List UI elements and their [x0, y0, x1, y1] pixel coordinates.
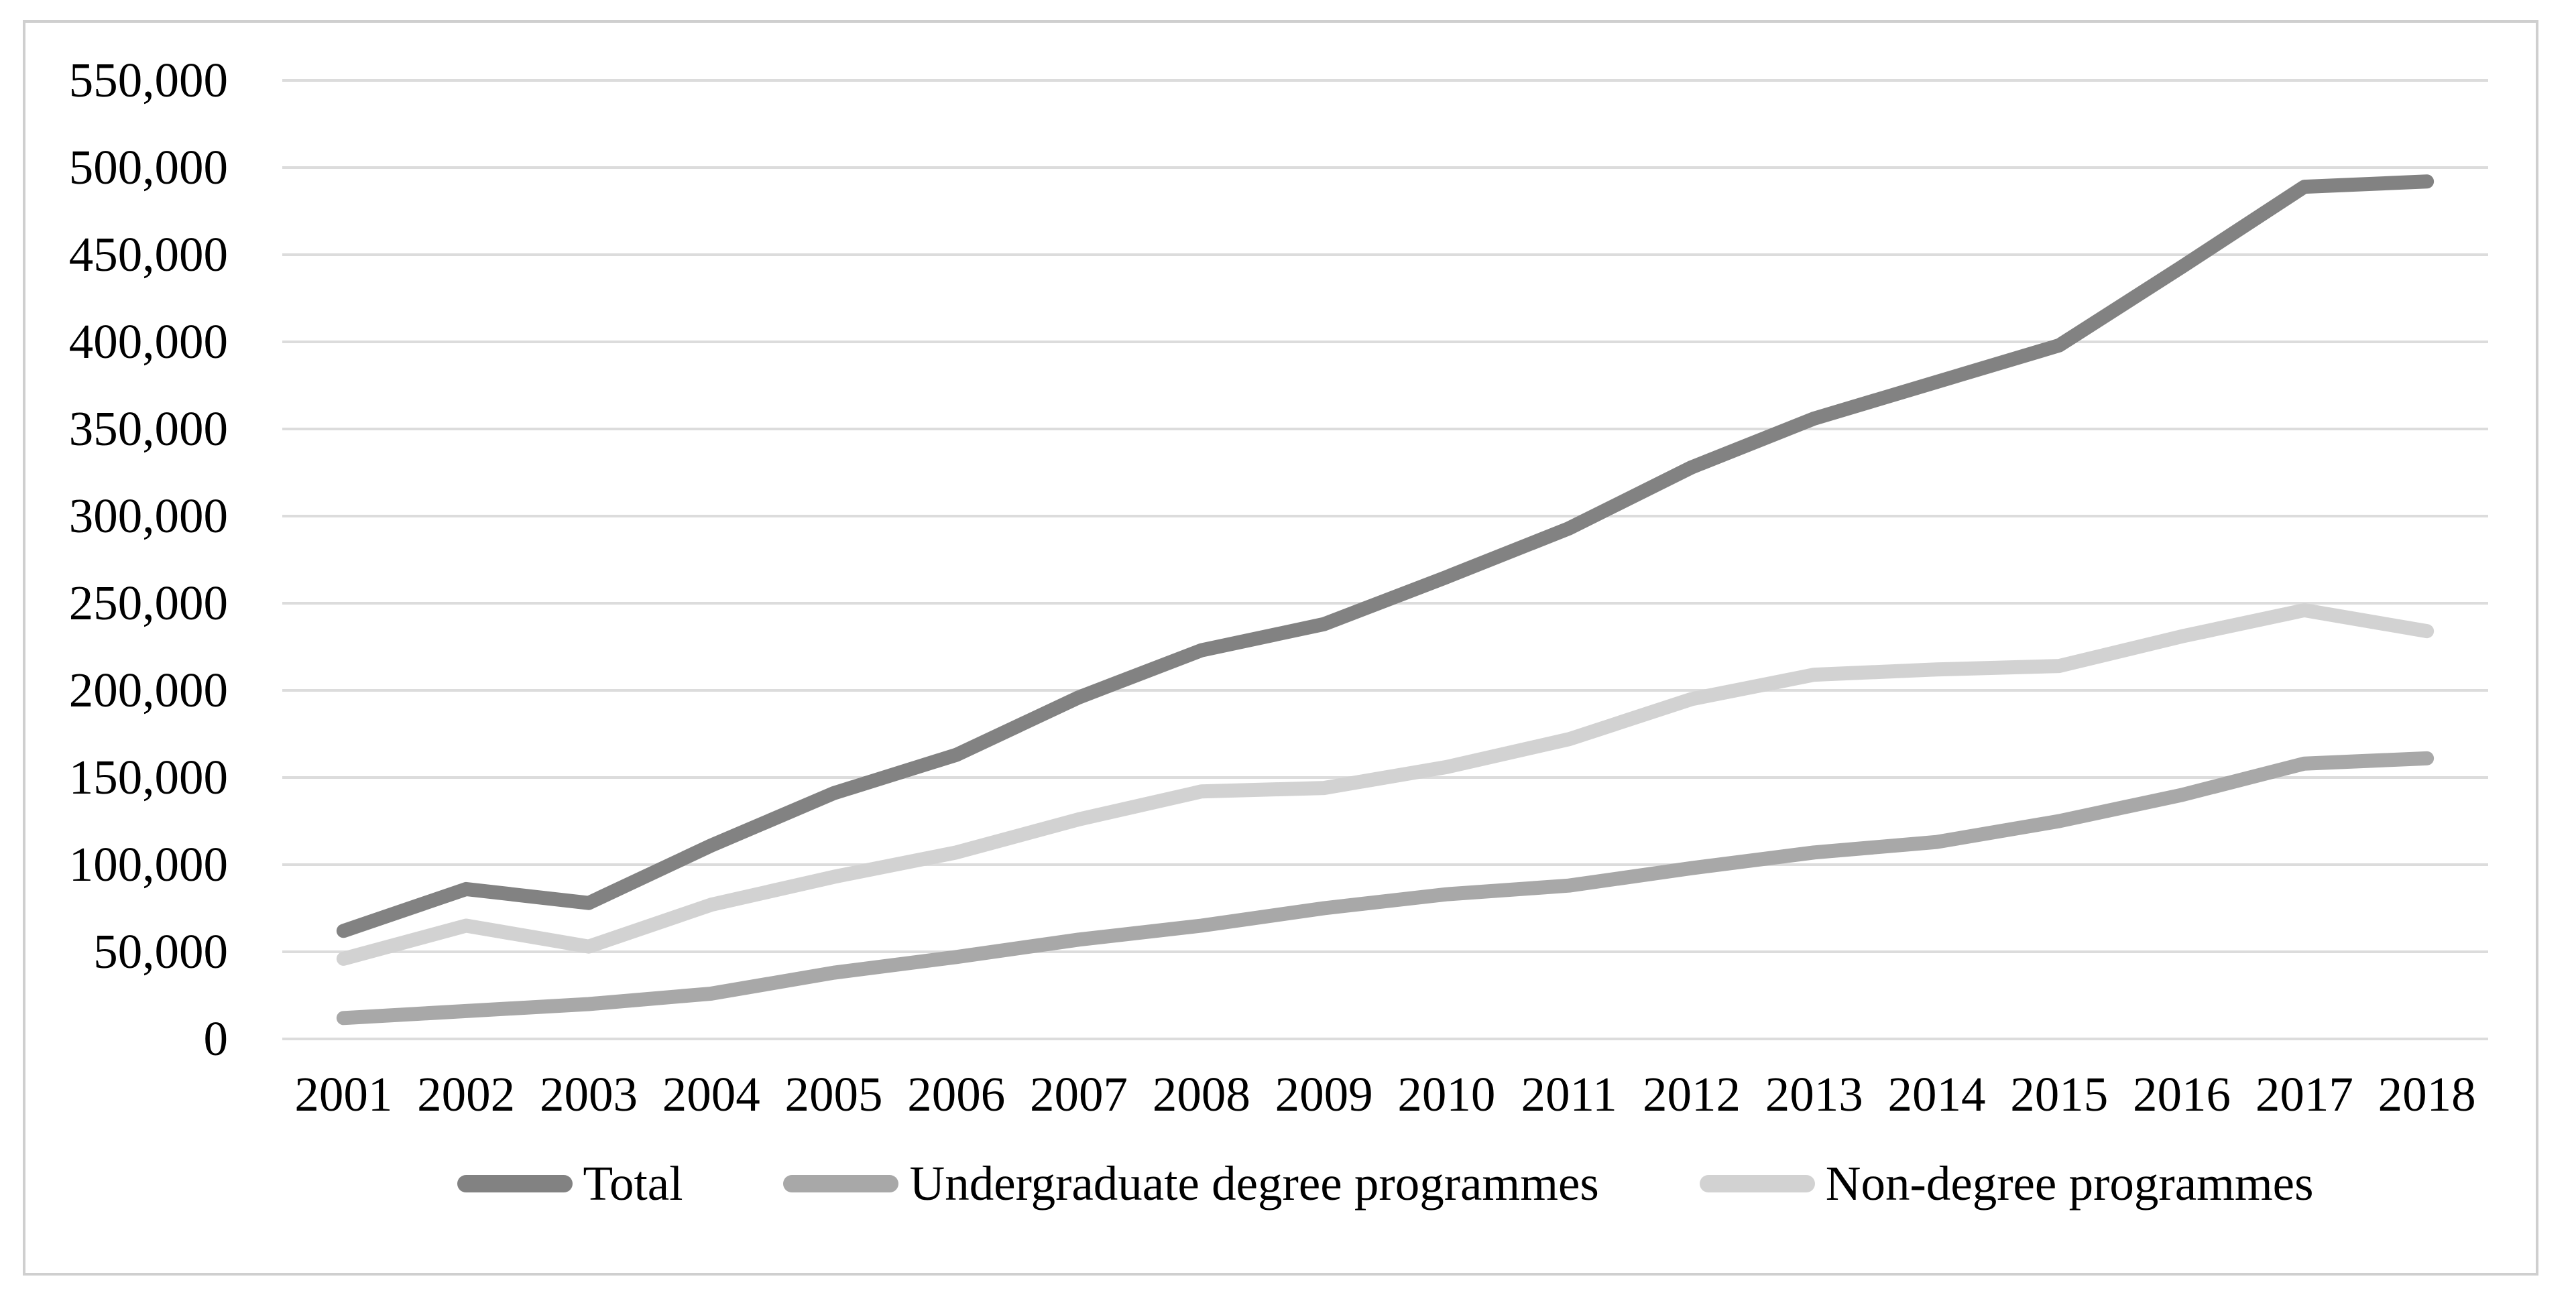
y-tick-label: 50,000 — [93, 924, 228, 979]
y-tick-label: 300,000 — [68, 489, 228, 543]
legend-label: Total — [583, 1156, 683, 1211]
y-tick-label: 350,000 — [68, 401, 228, 456]
series-line-undergraduate-degree-programmes — [336, 751, 2435, 1026]
legend-item: Undergraduate degree programmes — [783, 1150, 1599, 1217]
legend-line-swatch — [457, 1175, 573, 1192]
y-tick-label: 100,000 — [68, 837, 228, 891]
chart-legend: Total Undergraduate degree programmes Non-… — [282, 1150, 2488, 1217]
x-tick-label: 2011 — [1521, 1067, 1617, 1121]
x-tick-label: 2017 — [2255, 1067, 2353, 1121]
y-tick-label: 450,000 — [68, 227, 228, 282]
y-tick-label: 400,000 — [68, 314, 228, 369]
x-tick-label: 2018 — [2378, 1067, 2476, 1121]
x-tick-label: 2015 — [2010, 1067, 2109, 1121]
x-tick-label: 2005 — [784, 1067, 883, 1121]
x-tick-label: 2002 — [417, 1067, 516, 1121]
x-tick-label: 2004 — [662, 1067, 760, 1121]
x-tick-label: 2007 — [1030, 1067, 1128, 1121]
x-tick-label: 2012 — [1642, 1067, 1741, 1121]
y-tick-label: 550,000 — [68, 53, 228, 107]
x-tick-label: 2001 — [294, 1067, 393, 1121]
legend-label: Undergraduate degree programmes — [909, 1156, 1599, 1211]
y-tick-label: 200,000 — [68, 663, 228, 717]
x-tick-label: 2006 — [907, 1067, 1006, 1121]
y-tick-label: 250,000 — [68, 576, 228, 630]
x-tick-label: 2010 — [1397, 1067, 1496, 1121]
legend-item: Total — [457, 1150, 683, 1217]
legend-item: Non-degree programmes — [1699, 1150, 2314, 1217]
x-tick-label: 2014 — [1887, 1067, 1986, 1121]
series-line-non-degree-programmes — [336, 603, 2435, 966]
x-tick-label: 2008 — [1152, 1067, 1250, 1121]
y-tick-label: 500,000 — [68, 140, 228, 194]
legend-line-swatch — [1699, 1175, 1815, 1192]
y-tick-label: 150,000 — [68, 750, 228, 804]
x-tick-label: 2016 — [2133, 1067, 2231, 1121]
x-tick-label: 2003 — [539, 1067, 638, 1121]
legend-line-swatch — [783, 1175, 899, 1192]
x-tick-label: 2013 — [1765, 1067, 1863, 1121]
y-tick-label: 0 — [203, 1011, 229, 1066]
legend-label: Non-degree programmes — [1825, 1156, 2314, 1211]
x-tick-label: 2009 — [1275, 1067, 1373, 1121]
series-line-total — [336, 174, 2435, 938]
